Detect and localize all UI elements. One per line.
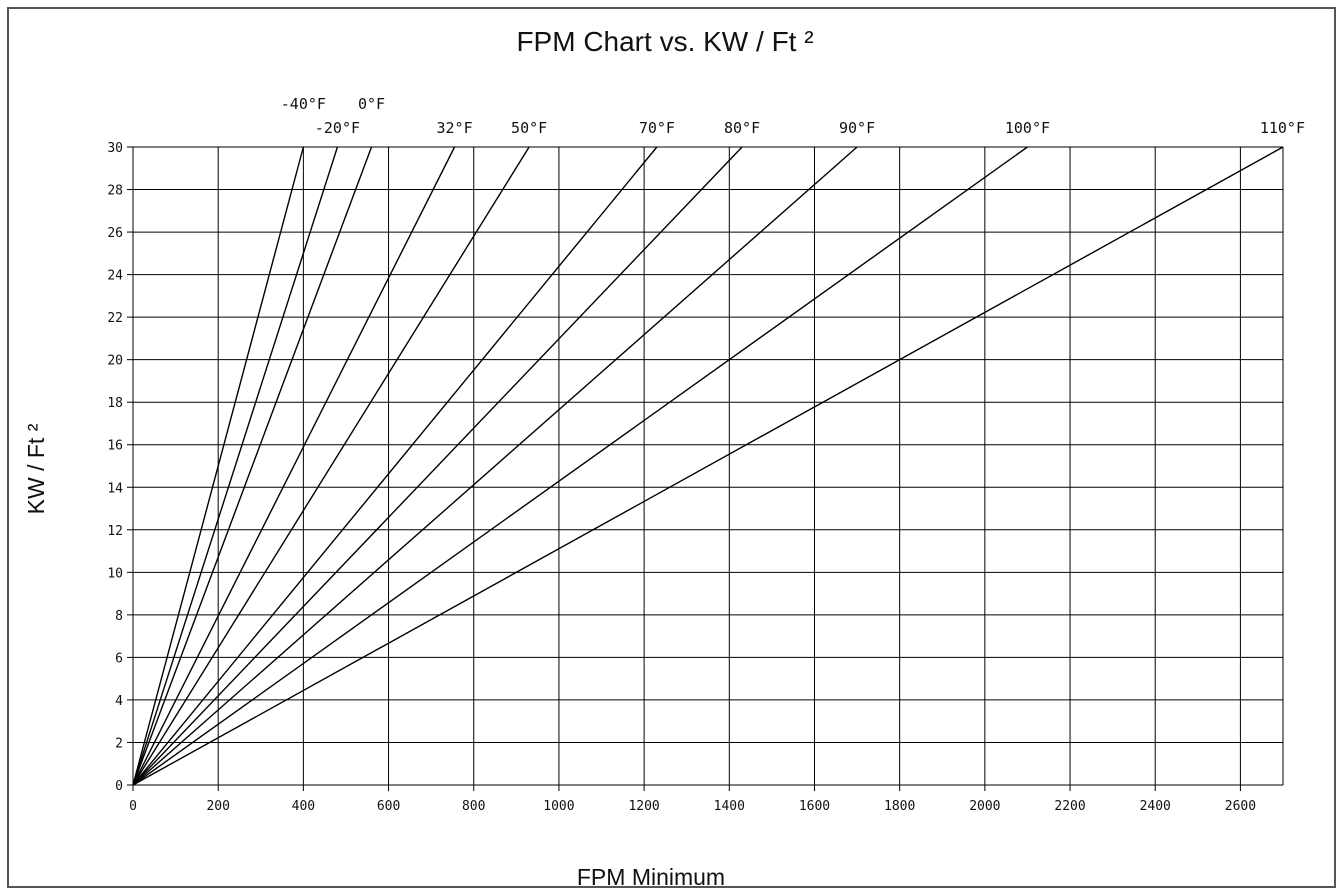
series-line: [132, 146, 305, 786]
grid: [132, 146, 1284, 786]
series-line: [132, 146, 658, 786]
series-line: [132, 146, 456, 786]
y-tick-label: 12: [107, 524, 123, 539]
series-line: [132, 146, 1284, 786]
y-tick-label: 14: [107, 481, 123, 496]
series-line: [132, 146, 530, 786]
series-line: [132, 146, 373, 786]
x-tick-label: 1000: [543, 799, 574, 814]
series-label: 50°F: [511, 119, 547, 137]
series-line: [132, 146, 1028, 786]
series-label: 70°F: [639, 119, 675, 137]
chart-title: FPM Chart vs. KW / Ft ²: [516, 26, 813, 57]
series-label: 80°F: [724, 119, 760, 137]
x-tick-label: 0: [129, 799, 137, 814]
x-tick-label: 2000: [969, 799, 1000, 814]
x-tick-label: 1200: [628, 799, 659, 814]
y-axis-title: KW / Ft ²: [23, 423, 49, 514]
series-line: [132, 146, 743, 786]
series-label: 90°F: [839, 119, 875, 137]
x-tick-label: 1800: [884, 799, 915, 814]
chart-frame: FPM Chart vs. KW / Ft ² FPM Minimum KW /…: [7, 7, 1336, 888]
y-tick-label: 6: [115, 651, 123, 666]
x-axis-ticks: 0 200 400 600 800 1000 1200 1400 1600 1800 2000 220…: [129, 785, 1256, 814]
series-label: 0°F: [358, 95, 385, 113]
y-tick-label: 0: [115, 779, 123, 794]
y-tick-label: 10: [107, 566, 123, 581]
y-tick-label: 2: [115, 736, 123, 751]
y-tick-label: 30: [107, 141, 123, 156]
series-label: -40°F: [281, 95, 326, 113]
y-tick-label: 18: [107, 396, 123, 411]
y-tick-label: 24: [107, 269, 123, 284]
series-label: 100°F: [1005, 119, 1050, 137]
x-tick-label: 200: [206, 799, 229, 814]
x-tick-label: 2400: [1140, 799, 1171, 814]
y-tick-label: 16: [107, 439, 123, 454]
y-tick-label: 4: [115, 694, 123, 709]
x-tick-label: 2200: [1054, 799, 1085, 814]
series-label: -20°F: [315, 119, 360, 137]
x-tick-label: 800: [462, 799, 485, 814]
x-tick-label: 1600: [799, 799, 830, 814]
x-axis-title: FPM Minimum: [577, 864, 725, 888]
series-line: [132, 146, 339, 786]
series-labels: -40°F -20°F 0°F 32°F 50°F 70°F 80°F 90°F 100°F 11…: [281, 95, 1305, 137]
y-tick-label: 8: [115, 609, 123, 624]
y-tick-label: 22: [107, 311, 123, 326]
y-tick-label: 28: [107, 184, 123, 199]
x-tick-label: 1400: [714, 799, 745, 814]
x-tick-label: 2600: [1225, 799, 1256, 814]
series-label: 32°F: [437, 119, 473, 137]
chart: FPM Chart vs. KW / Ft ² FPM Minimum KW /…: [23, 26, 1305, 888]
series-lines: [132, 146, 1284, 786]
y-tick-label: 26: [107, 226, 123, 241]
y-tick-label: 20: [107, 354, 123, 369]
series-label: 110°F: [1260, 119, 1305, 137]
series-line: [132, 146, 858, 786]
x-tick-label: 600: [377, 799, 400, 814]
x-tick-label: 400: [292, 799, 315, 814]
